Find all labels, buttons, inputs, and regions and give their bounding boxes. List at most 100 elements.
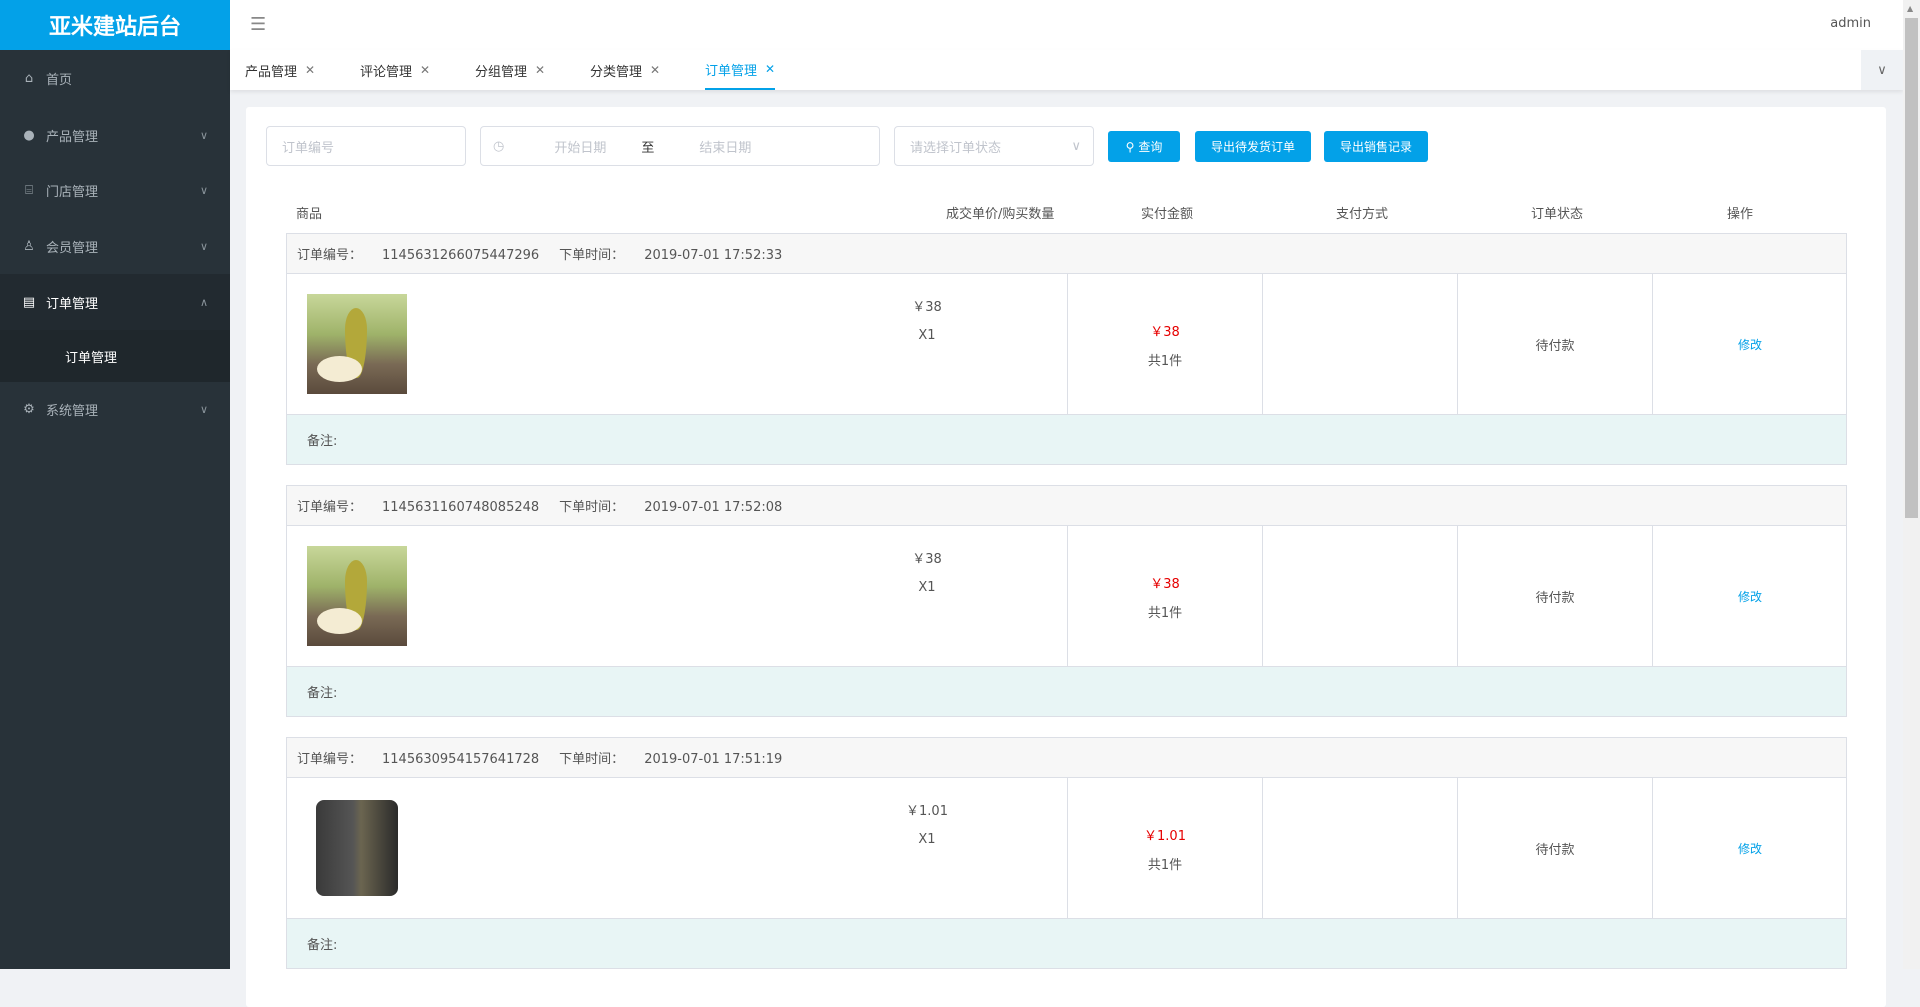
export-sales-button[interactable]: 导出销售记录	[1324, 131, 1428, 162]
order-status-select[interactable]: 请选择订单状态 ∨	[894, 126, 1094, 166]
column-header-payment: 支付方式	[1336, 207, 1389, 222]
button-label: 查询	[1138, 140, 1163, 154]
sidebar-item-label: 门店管理	[46, 184, 99, 200]
export-pending-button[interactable]: 导出待发货订单	[1195, 131, 1311, 162]
search-button[interactable]: ⚲ 查询	[1108, 131, 1180, 162]
sidebar-item-members[interactable]: ♙ 会员管理 ∨	[0, 218, 230, 274]
order-card: 订单编号： 1145631160748085248 下单时间： 2019-07-01…	[286, 485, 1847, 717]
tab-orders[interactable]: 订单管理 ✕	[705, 50, 776, 90]
chevron-down-icon: ∨	[199, 183, 208, 197]
product-image	[307, 546, 407, 646]
chevron-down-icon: ∨	[199, 128, 208, 142]
item-count: 共1件	[1147, 857, 1183, 873]
status-cell: 待付款	[1457, 526, 1652, 667]
order-number: 订单编号： 1145630954157641728	[297, 752, 540, 767]
column-header-paid: 实付金额	[1141, 207, 1194, 222]
tab-label: 评论管理	[360, 64, 413, 80]
column-header-price-qty: 成交单价/购买数量	[946, 207, 1055, 222]
status-cell: 待付款	[1457, 274, 1652, 415]
product-image	[307, 294, 407, 394]
sidebar-item-products[interactable]: ● 产品管理 ∨	[0, 107, 230, 163]
tab-label: 分组管理	[475, 64, 528, 80]
award-icon: ♙	[23, 238, 35, 254]
sidebar-item-label: 会员管理	[46, 240, 99, 256]
order-card: 订单编号： 1145630954157641728 下单时间： 2019-07-01…	[286, 737, 1847, 969]
search-icon: ⚲	[1125, 139, 1135, 154]
tab-groups[interactable]: 分组管理 ✕	[475, 50, 545, 90]
placeholder: 请选择订单状态	[910, 140, 1002, 156]
product-image	[307, 798, 407, 898]
column-header-product: 商品	[296, 207, 323, 222]
edit-link[interactable]: 修改	[1737, 590, 1762, 604]
item-count: 共1件	[1147, 605, 1183, 621]
sidebar: 亚米建站后台 ⌂ 首页 ● 产品管理 ∨ ⌸ 门店管理 ∨ ♙ 会员管理 ∨ ▤ 订单管理 ∧ 订…	[0, 0, 230, 969]
user-menu[interactable]: admin	[1830, 16, 1871, 31]
store-icon: ⌸	[25, 182, 33, 198]
price-qty: ￥38 X1	[847, 294, 1007, 350]
order-remark: 备注:	[287, 919, 1846, 968]
order-time: 下单时间： 2019-07-01 17:52:33	[559, 248, 783, 263]
close-icon[interactable]: ✕	[535, 63, 546, 77]
order-number-input[interactable]: 订单编号	[266, 126, 466, 166]
order-status: 待付款	[1535, 591, 1575, 606]
start-date-input[interactable]: 开始日期	[554, 140, 607, 156]
order-time: 下单时间： 2019-07-01 17:51:19	[559, 752, 783, 767]
chevron-down-icon: ∨	[199, 239, 208, 253]
page-scrollbar[interactable]: ▲	[1903, 0, 1920, 969]
paid-amount: ￥38	[1150, 324, 1180, 340]
edit-link[interactable]: 修改	[1737, 338, 1762, 352]
quantity: X1	[918, 580, 936, 595]
date-range-picker[interactable]: ◷ 开始日期 至 结束日期	[480, 126, 880, 166]
tab-comments[interactable]: 评论管理 ✕	[360, 50, 430, 90]
order-number: 订单编号： 1145631160748085248	[297, 500, 540, 515]
app-logo: 亚米建站后台	[0, 0, 230, 50]
user-icon: ●	[23, 127, 35, 143]
action-cell: 修改	[1652, 526, 1847, 667]
menu-toggle-icon[interactable]: ☰	[250, 14, 267, 35]
scroll-up-icon[interactable]: ▲	[1907, 4, 1914, 13]
order-number: 订单编号： 1145631266075447296	[297, 248, 540, 263]
item-count: 共1件	[1147, 353, 1183, 369]
paid-amount: ￥38	[1150, 576, 1180, 592]
tab-dropdown-icon[interactable]: ∨	[1861, 50, 1903, 90]
sidebar-item-system[interactable]: ⚙ 系统管理 ∨	[0, 381, 230, 437]
unit-price: ￥1.01	[906, 804, 948, 819]
order-header: 订单编号： 1145630954157641728 下单时间： 2019-07-01…	[287, 738, 1846, 778]
sidebar-item-label: 系统管理	[46, 403, 99, 419]
edit-link[interactable]: 修改	[1737, 842, 1762, 856]
unit-price: ￥38	[912, 552, 942, 567]
close-icon[interactable]: ✕	[650, 63, 661, 77]
close-icon[interactable]: ✕	[420, 63, 431, 77]
sidebar-item-label: 订单管理	[46, 296, 99, 312]
payment-cell	[1262, 778, 1457, 919]
chevron-down-icon: ∨	[1071, 138, 1081, 154]
close-icon[interactable]: ✕	[305, 63, 316, 77]
chevron-up-icon: ∧	[199, 295, 208, 309]
price-qty: ￥1.01 X1	[847, 798, 1007, 854]
close-icon[interactable]: ✕	[765, 62, 776, 76]
paid-cell: ￥38 共1件	[1067, 526, 1262, 667]
price-qty: ￥38 X1	[847, 546, 1007, 602]
order-remark: 备注:	[287, 667, 1846, 716]
paid-amount: ￥1.01	[1144, 828, 1186, 844]
sidebar-item-label: 产品管理	[46, 129, 99, 145]
order-time: 下单时间： 2019-07-01 17:52:08	[559, 500, 783, 515]
tab-categories[interactable]: 分类管理 ✕	[590, 50, 660, 90]
order-card: 订单编号： 1145631266075447296 下单时间： 2019-07-01…	[286, 233, 1847, 465]
end-date-input[interactable]: 结束日期	[699, 140, 752, 156]
order-remark: 备注:	[287, 415, 1846, 464]
tab-products[interactable]: 产品管理 ✕	[245, 50, 315, 90]
top-header: ☰ admin	[230, 0, 1903, 50]
scrollbar-thumb[interactable]	[1905, 18, 1918, 518]
sidebar-item-orders[interactable]: ▤ 订单管理 ∧	[0, 274, 230, 330]
paid-cell: ￥1.01 共1件	[1067, 778, 1262, 919]
sidebar-subitem-orders[interactable]: 订单管理	[0, 330, 230, 382]
home-icon: ⌂	[24, 70, 34, 86]
sidebar-item-home[interactable]: ⌂ 首页	[0, 50, 230, 106]
clock-icon: ◷	[493, 138, 505, 154]
tab-label: 订单管理	[705, 63, 758, 79]
status-cell: 待付款	[1457, 778, 1652, 919]
payment-cell	[1262, 526, 1457, 667]
tab-label: 分类管理	[590, 64, 643, 80]
sidebar-item-stores[interactable]: ⌸ 门店管理 ∨	[0, 162, 230, 218]
